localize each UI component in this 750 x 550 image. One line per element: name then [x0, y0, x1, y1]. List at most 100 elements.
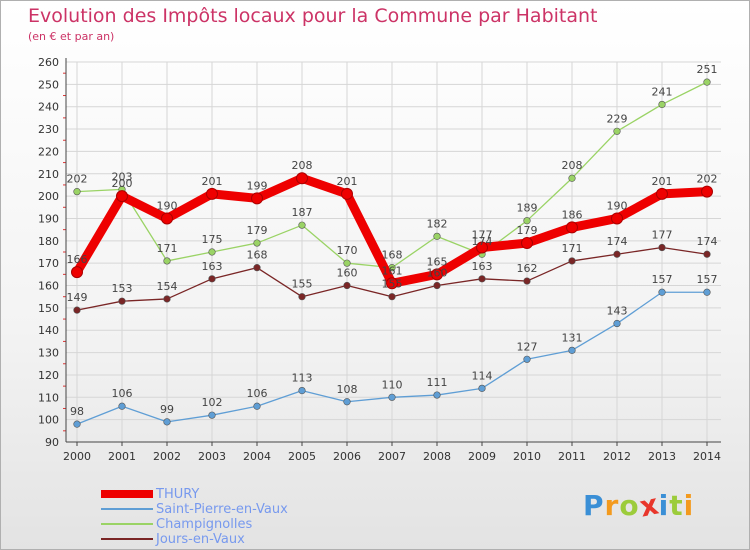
data-label-jours-en-vaux: 162 — [517, 262, 538, 275]
y-tick-label: 160 — [38, 280, 59, 293]
data-label-thury: 179 — [517, 224, 538, 237]
data-point-champignolles — [433, 232, 441, 240]
x-tick-label: 2008 — [423, 450, 451, 463]
data-point-jours-en-vaux — [118, 297, 126, 305]
legend-swatch — [101, 508, 153, 510]
data-point-thury — [251, 192, 263, 205]
series-layer — [71, 78, 713, 428]
data-point-saint-pierre-en-vaux — [388, 393, 396, 401]
data-label-saint-pierre-en-vaux: 106 — [112, 387, 133, 400]
data-point-saint-pierre-en-vaux — [298, 386, 306, 395]
data-point-champignolles — [613, 127, 621, 135]
data-label-jours-en-vaux: 163 — [202, 260, 223, 273]
data-label-layer: 166 200 190 201 199 208 201 161 165 177 179 186 190 2… — [67, 63, 718, 418]
y-tick-label: 170 — [38, 257, 59, 270]
proxiti-logo: Proxiti — [583, 487, 694, 523]
data-point-jours-en-vaux — [388, 293, 396, 301]
data-label-thury: 199 — [247, 179, 268, 192]
data-label-jours-en-vaux: 177 — [652, 229, 673, 242]
data-point-thury — [341, 187, 353, 200]
data-label-jours-en-vaux: 160 — [337, 267, 358, 280]
data-label-thury: 201 — [337, 175, 358, 188]
data-label-champignolles: 229 — [607, 112, 628, 125]
y-tick-label: 240 — [38, 101, 59, 114]
y-tick-label: 190 — [38, 212, 59, 225]
legend-item: THURY — [156, 487, 200, 502]
logo-letter: P — [583, 489, 605, 522]
chart-subtitle: (en € et par an) — [28, 30, 115, 43]
data-point-champignolles — [343, 259, 351, 267]
data-label-champignolles: 171 — [157, 242, 178, 255]
data-label-jours-en-vaux: 154 — [157, 280, 178, 293]
data-label-saint-pierre-en-vaux: 110 — [382, 378, 403, 391]
data-point-saint-pierre-en-vaux — [163, 418, 171, 426]
x-tick-label: 2006 — [333, 450, 361, 463]
data-point-thury — [431, 268, 443, 281]
data-point-saint-pierre-en-vaux — [118, 402, 126, 410]
data-label-champignolles: 251 — [697, 63, 718, 76]
x-tick-label: 2010 — [513, 450, 541, 463]
data-point-champignolles — [523, 217, 531, 225]
legend-item: Saint-Pierre-en-Vaux — [156, 502, 288, 517]
data-label-saint-pierre-en-vaux: 114 — [472, 369, 493, 382]
data-label-thury: 200 — [112, 177, 133, 190]
y-tick-label: 90 — [45, 436, 59, 449]
x-tick-label: 2013 — [648, 450, 676, 463]
logo-letter: r — [604, 489, 620, 522]
data-point-thury — [656, 187, 668, 200]
data-point-thury — [611, 212, 623, 225]
data-label-saint-pierre-en-vaux: 113 — [292, 372, 313, 385]
data-label-saint-pierre-en-vaux: 127 — [517, 340, 538, 353]
data-label-champignolles: 189 — [517, 202, 538, 215]
data-point-saint-pierre-en-vaux — [613, 319, 621, 328]
data-point-jours-en-vaux — [703, 250, 711, 258]
data-label-thury: 208 — [292, 159, 313, 172]
data-label-champignolles: 202 — [67, 173, 88, 186]
data-label-saint-pierre-en-vaux: 111 — [427, 376, 448, 389]
x-tick-label: 2011 — [558, 450, 586, 463]
legend-swatch — [101, 523, 153, 525]
y-tick-label: 100 — [38, 414, 59, 427]
legend-item: Jours-en-Vaux — [156, 532, 245, 547]
y-tick-label: 250 — [38, 78, 59, 91]
x-tick-label: 2004 — [243, 450, 271, 463]
data-point-jours-en-vaux — [658, 243, 666, 252]
data-point-saint-pierre-en-vaux — [568, 346, 576, 354]
data-label-champignolles: 182 — [427, 217, 448, 230]
x-tick-label: 2003 — [198, 450, 226, 463]
y-tick-label: 150 — [38, 302, 59, 315]
data-label-saint-pierre-en-vaux: 131 — [562, 331, 583, 344]
data-label-champignolles: 168 — [382, 249, 403, 262]
data-label-jours-en-vaux: 153 — [112, 282, 133, 295]
data-point-champignolles — [658, 100, 666, 109]
data-point-champignolles — [208, 248, 216, 256]
logo-letter: t — [669, 489, 684, 522]
y-tick-label: 140 — [38, 324, 59, 337]
chart-title: Evolution des Impôts locaux pour la Comm… — [28, 5, 598, 27]
data-label-saint-pierre-en-vaux: 157 — [652, 273, 673, 286]
data-point-saint-pierre-en-vaux — [208, 411, 216, 419]
data-label-jours-en-vaux: 171 — [562, 242, 583, 255]
data-label-jours-en-vaux: 163 — [472, 260, 493, 273]
x-tick-label: 2009 — [468, 450, 496, 463]
x-tick-label: 2000 — [63, 450, 91, 463]
data-label-thury: 201 — [202, 175, 223, 188]
data-label-thury: 165 — [427, 255, 448, 268]
logo-letter: o — [619, 489, 640, 522]
data-label-champignolles: 175 — [202, 233, 223, 246]
data-label-champignolles: 170 — [337, 244, 358, 257]
data-point-thury — [566, 221, 578, 234]
data-label-thury: 201 — [652, 175, 673, 188]
data-point-thury — [206, 187, 218, 200]
data-point-saint-pierre-en-vaux — [343, 398, 351, 406]
data-point-thury — [386, 277, 398, 290]
y-tick-label: 110 — [38, 391, 59, 404]
data-label-saint-pierre-en-vaux: 98 — [70, 405, 84, 418]
x-tick-label: 2001 — [108, 450, 136, 463]
data-point-jours-en-vaux — [253, 264, 261, 272]
y-tick-label: 230 — [38, 123, 59, 136]
data-point-jours-en-vaux — [613, 250, 621, 258]
data-point-jours-en-vaux — [208, 275, 216, 283]
data-point-champignolles — [703, 78, 711, 86]
